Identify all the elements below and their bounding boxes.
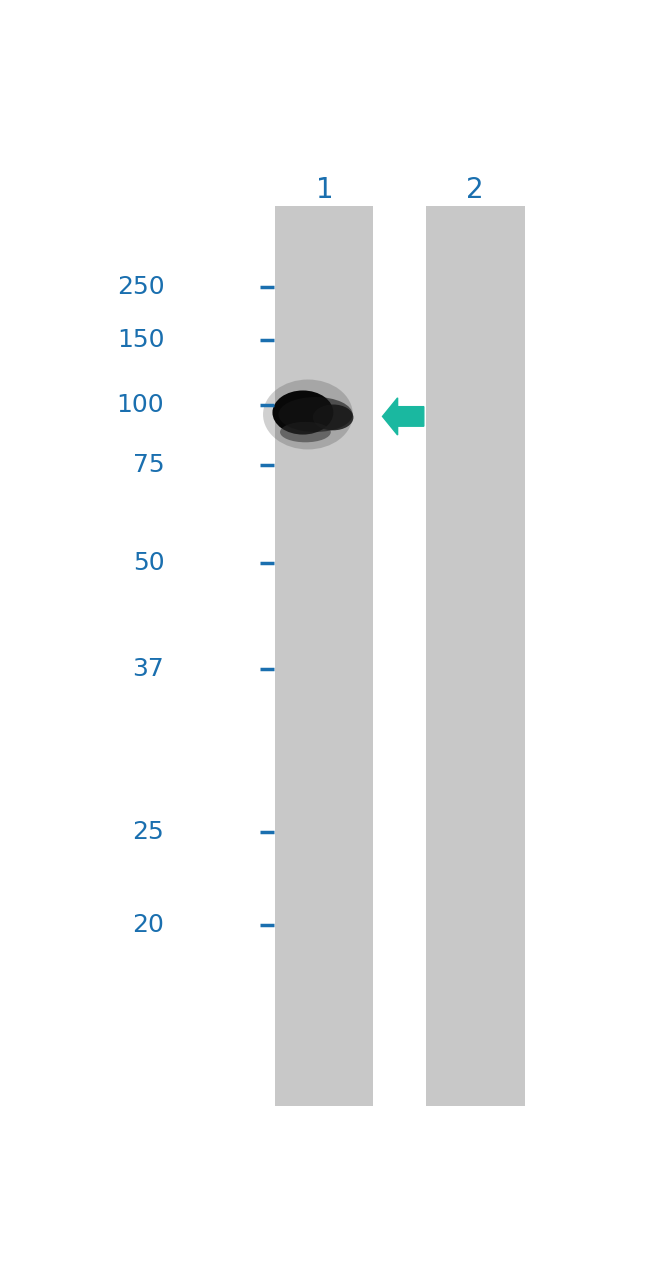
FancyArrow shape bbox=[382, 398, 424, 436]
Ellipse shape bbox=[313, 405, 354, 431]
Text: 25: 25 bbox=[133, 820, 164, 845]
Text: 75: 75 bbox=[133, 453, 164, 478]
Text: 50: 50 bbox=[133, 551, 164, 575]
Text: 1: 1 bbox=[316, 175, 333, 203]
Text: 37: 37 bbox=[133, 657, 164, 681]
Ellipse shape bbox=[263, 380, 353, 450]
Bar bbox=[275, 206, 374, 1106]
Text: 2: 2 bbox=[466, 175, 484, 203]
Bar bbox=[426, 206, 525, 1106]
Ellipse shape bbox=[280, 422, 331, 442]
Text: 250: 250 bbox=[117, 276, 164, 300]
Ellipse shape bbox=[272, 390, 333, 434]
Text: 150: 150 bbox=[117, 328, 164, 352]
Text: 20: 20 bbox=[133, 913, 164, 937]
Ellipse shape bbox=[278, 398, 352, 432]
Text: 100: 100 bbox=[117, 392, 164, 417]
